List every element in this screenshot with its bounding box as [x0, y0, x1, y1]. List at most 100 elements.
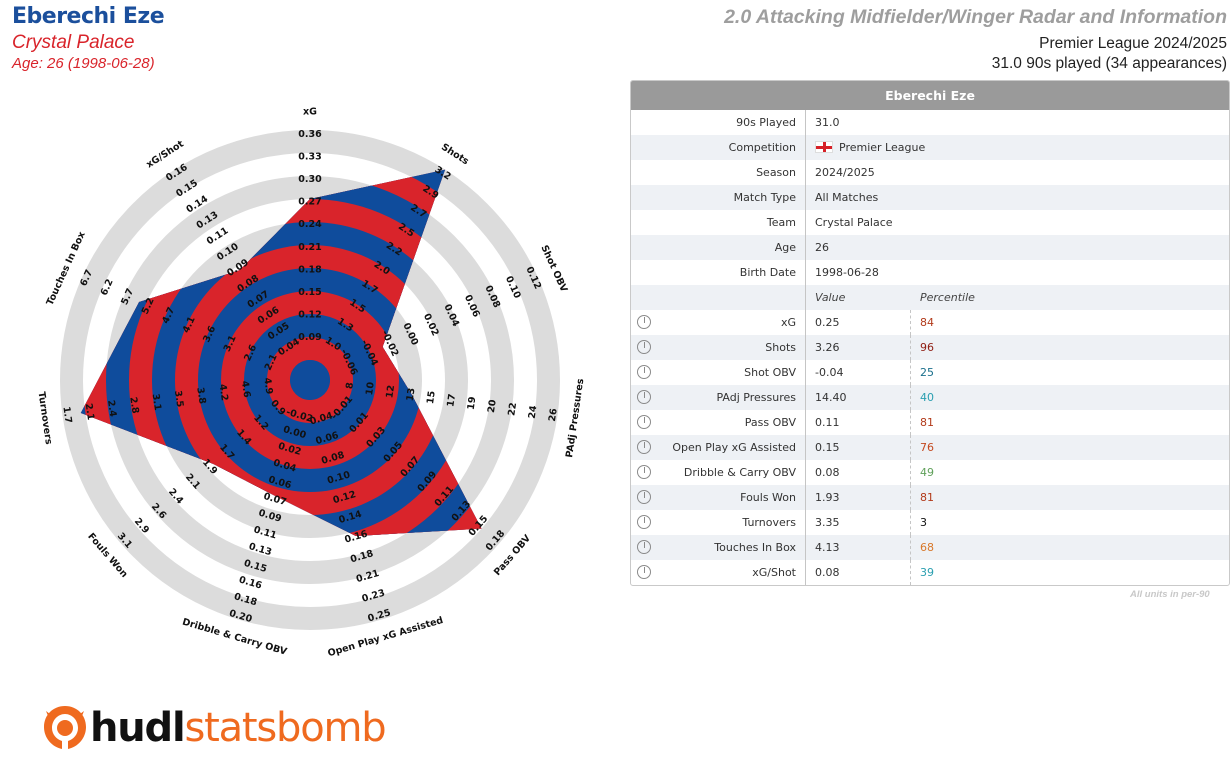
radar-tick-label: 2.8 [127, 396, 140, 415]
metric-percentile: 40 [920, 391, 934, 404]
column-divider [805, 185, 806, 210]
percentile-gauge-icon [637, 365, 651, 379]
detail-label: Birth Date [739, 266, 796, 279]
detail-value-text: 1998-06-28 [815, 266, 879, 279]
column-divider [805, 435, 806, 460]
column-divider [805, 335, 806, 360]
metric-percentile: 96 [920, 341, 934, 354]
percentile-gauge-icon [637, 315, 651, 329]
percentile-gauge-icon [637, 490, 651, 504]
detail-label: Age [774, 241, 796, 254]
column-divider [805, 510, 806, 535]
percentile-gauge-icon [637, 340, 651, 354]
radar-tick-label: 0.36 [298, 129, 322, 140]
metric-percentile: 3 [920, 516, 927, 529]
radar-tick-label: 15 [425, 390, 438, 405]
team-name: Crystal Palace [12, 32, 135, 53]
detail-label: Match Type [733, 191, 796, 204]
radar-tick-label: 24 [527, 404, 540, 419]
metric-label: Touches In Box [714, 541, 796, 554]
metric-row: Shot OBV -0.04 25 [631, 360, 1229, 385]
player-name: Eberechi Eze [12, 4, 165, 29]
metric-row: xG 0.25 84 [631, 310, 1229, 335]
detail-row: Age 26 [631, 235, 1229, 260]
metric-value: 0.25 [815, 316, 840, 329]
units-footnote: All units in per-90 [1130, 589, 1210, 600]
dashed-divider [910, 310, 911, 335]
metric-percentile: 76 [920, 441, 934, 454]
detail-row: 90s Played 31.0 [631, 110, 1229, 135]
radar-tick-label: 1.7 [60, 406, 73, 424]
metric-label: xG/Shot [752, 566, 796, 579]
detail-label: 90s Played [736, 116, 796, 129]
nineties-played: 31.0 90s played (34 appearances) [991, 55, 1227, 72]
radar-tick-label: 17 [445, 393, 458, 408]
metric-label: PAdj Pressures [716, 391, 797, 404]
detail-value-text: 26 [815, 241, 829, 254]
detail-label: Team [766, 216, 796, 229]
metric-value: 0.11 [815, 416, 840, 429]
detail-row: Season 2024/2025 [631, 160, 1229, 185]
metric-row: PAdj Pressures 14.40 40 [631, 385, 1229, 410]
column-divider [805, 160, 806, 185]
column-divider [805, 460, 806, 485]
competition-season: Premier League 2024/2025 [1039, 35, 1227, 52]
logo-hudl-text: hudl [90, 705, 186, 751]
dashed-divider [910, 510, 911, 535]
radar-tick-label: 4.6 [239, 380, 252, 399]
radar-tick-label: 20 [486, 399, 499, 414]
dashed-divider [910, 485, 911, 510]
column-divider [805, 360, 806, 385]
metric-row: Pass OBV 0.11 81 [631, 410, 1229, 435]
metric-percentile: 39 [920, 566, 934, 579]
metric-label: Shots [765, 341, 796, 354]
percentile-gauge-icon [637, 415, 651, 429]
radar-tick-label: 0.24 [298, 219, 322, 230]
metric-value: 0.08 [815, 566, 840, 579]
metric-label: Turnovers [742, 516, 796, 529]
metric-value: 0.15 [815, 441, 840, 454]
statsbomb-logo-icon [44, 706, 86, 749]
radar-tick-label: 3.8 [194, 387, 207, 406]
radar-tick-label: 26 [547, 407, 560, 422]
radar-chart: 0.09 0.12 0.15 0.18 0.21 0.24 0.27 0.30 0.33 0.36… [36, 107, 587, 660]
radar-tick-label: 0.15 [298, 287, 321, 298]
dashed-divider [910, 410, 911, 435]
column-divider [805, 385, 806, 410]
metric-percentile: 49 [920, 466, 934, 479]
percentile-gauge-icon [637, 465, 651, 479]
column-divider [805, 110, 806, 135]
column-divider [805, 485, 806, 510]
metric-label: Shot OBV [744, 366, 796, 379]
radar-tick-label: 0.27 [298, 197, 321, 208]
hudl-statsbomb-logo: hudlstatsbomb [40, 700, 387, 756]
column-divider [805, 260, 806, 285]
metric-row: xG/Shot 0.08 39 [631, 560, 1229, 585]
detail-value: 31.0 [815, 110, 840, 135]
metric-row: Open Play xG Assisted 0.15 76 [631, 435, 1229, 460]
metric-value: 14.40 [815, 391, 847, 404]
metric-percentile: 68 [920, 541, 934, 554]
dashed-divider [910, 360, 911, 385]
column-divider [805, 310, 806, 335]
column-divider [805, 135, 806, 160]
radar-axis-label: Turnovers [36, 391, 55, 446]
metric-label: xG [780, 316, 796, 329]
detail-value: All Matches [815, 185, 878, 210]
metric-value: 1.93 [815, 491, 840, 504]
metric-row: Dribble & Carry OBV 0.08 49 [631, 460, 1229, 485]
radar-tick-label: 3.5 [172, 390, 185, 408]
metrics-header-row: Value Percentile [631, 285, 1229, 310]
radar-tick-label: 2.4 [105, 399, 118, 418]
dashed-divider [910, 385, 911, 410]
detail-value-text: Premier League [839, 141, 926, 154]
detail-value-text: 2024/2025 [815, 166, 875, 179]
info-table-body: 90s Played 31.0 Competition Premier League S… [631, 110, 1229, 585]
percentile-gauge-icon [637, 515, 651, 529]
metric-row: Touches In Box 4.13 68 [631, 535, 1229, 560]
radar-tick-label: 13 [405, 387, 418, 402]
detail-value-text: All Matches [815, 191, 879, 204]
radar-tick-label: 0.12 [298, 309, 321, 320]
radar-axis-label: PAdj Pressures [564, 378, 586, 459]
detail-value: Crystal Palace [815, 210, 893, 235]
